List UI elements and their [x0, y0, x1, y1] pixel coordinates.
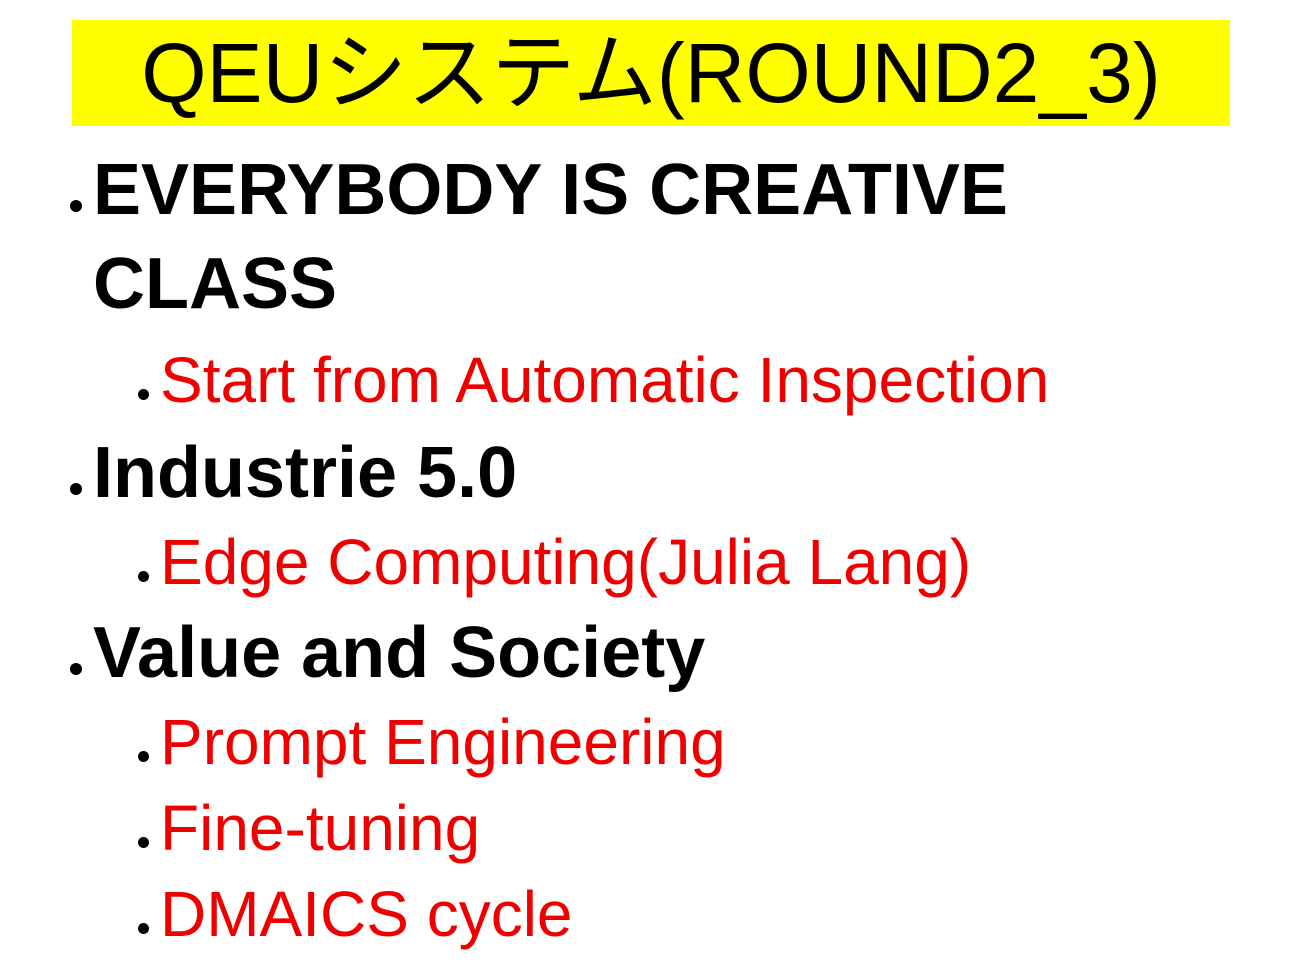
- slide-title: QEUシステム(ROUND2_3): [141, 26, 1161, 120]
- sub-bullet-label: Prompt Engineering: [160, 706, 726, 778]
- bullet-item-industrie: Industrie 5.0: [70, 426, 517, 520]
- bullet-item-everybody-creative: EVERYBODY IS CREATIVE: [70, 143, 1008, 237]
- bullet-dot-icon: [70, 483, 82, 495]
- sub-bullet-item: Prompt Engineering: [138, 700, 726, 784]
- sub-bullet-item: DMAICS cycle: [138, 872, 573, 956]
- bullet-dot-icon: [138, 837, 149, 848]
- sub-bullet-label: Start from Automatic Inspection: [160, 344, 1050, 416]
- title-banner: QEUシステム(ROUND2_3): [72, 20, 1230, 126]
- sub-bullet-label: DMAICS cycle: [160, 878, 573, 950]
- bullet-label: EVERYBODY IS CREATIVE: [93, 150, 1008, 230]
- bullet-dot-icon: [70, 200, 82, 212]
- bullet-label: Value and Society: [93, 613, 706, 693]
- bullet-label: Industrie 5.0: [93, 433, 518, 513]
- bullet-dot-icon: [138, 923, 149, 934]
- sub-bullet-item: Fine-tuning: [138, 786, 480, 870]
- sub-bullet-label: Edge Computing(Julia Lang): [160, 526, 972, 598]
- bullet-dot-icon: [138, 751, 149, 762]
- sub-bullet-item: Edge Computing(Julia Lang): [138, 520, 971, 604]
- bullet-item-value-society: Value and Society: [70, 606, 705, 700]
- bullet-label-continuation: CLASS: [93, 244, 338, 324]
- bullet-dot-icon: [138, 389, 149, 400]
- bullet-item-everybody-creative-continuation: CLASS: [93, 237, 337, 331]
- bullet-dot-icon: [70, 663, 82, 675]
- sub-bullet-item: Start from Automatic Inspection: [138, 338, 1049, 422]
- sub-bullet-label: Fine-tuning: [160, 792, 481, 864]
- bullet-dot-icon: [138, 571, 149, 582]
